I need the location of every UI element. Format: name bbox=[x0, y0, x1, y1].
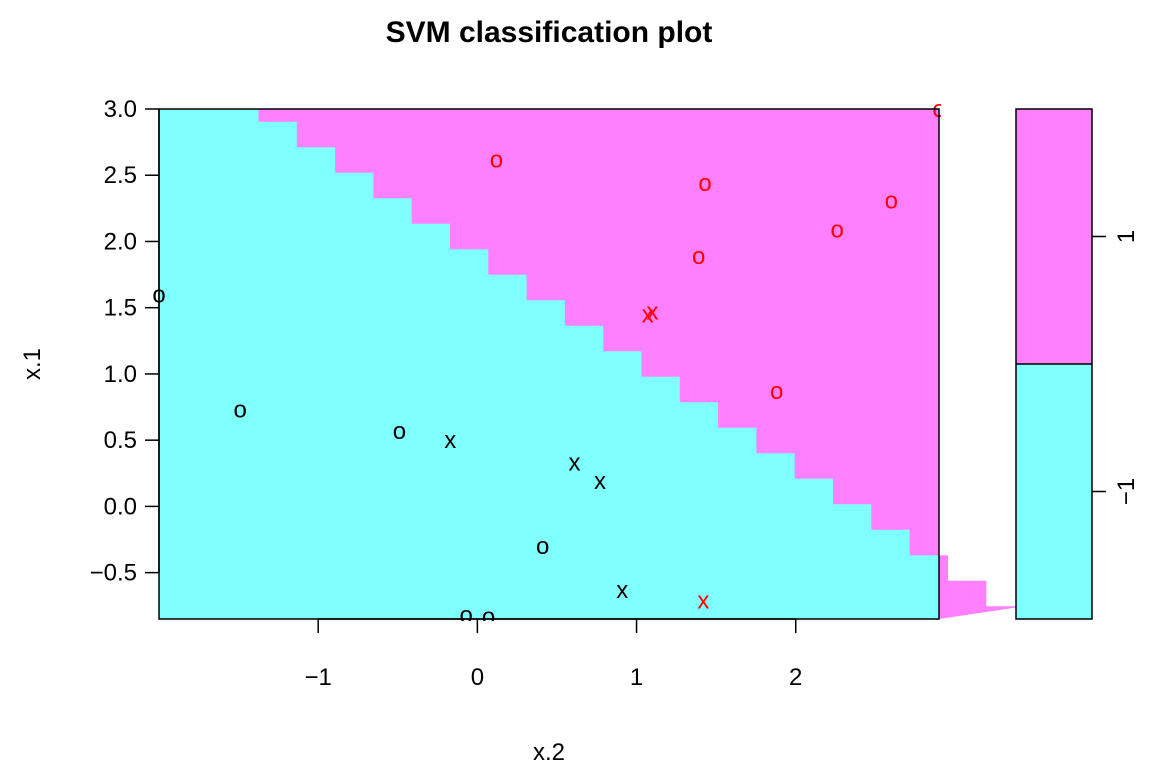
data-point: o bbox=[482, 603, 495, 630]
data-point: o bbox=[234, 397, 247, 424]
x-axis: −1 0 1 2 bbox=[304, 618, 802, 691]
data-point: x bbox=[697, 587, 709, 614]
y-tick-label: 3.0 bbox=[104, 96, 137, 123]
legend-label: −1 bbox=[1113, 478, 1140, 505]
data-point: o bbox=[830, 217, 843, 244]
y-tick-label: 2.5 bbox=[104, 162, 137, 189]
y-tick-label: −0.5 bbox=[90, 560, 137, 587]
data-point: x bbox=[646, 299, 658, 326]
data-point: o bbox=[698, 170, 711, 197]
data-point: x bbox=[568, 450, 580, 477]
y-tick-label: 1.5 bbox=[104, 295, 137, 322]
data-point: x bbox=[642, 301, 654, 328]
data-point: o bbox=[770, 378, 783, 405]
legend-swatch-positive bbox=[1016, 109, 1092, 364]
data-point: o bbox=[536, 533, 549, 560]
data-point: o bbox=[460, 602, 473, 629]
x-tick-label: 1 bbox=[630, 664, 643, 691]
data-point: x bbox=[616, 577, 628, 604]
x-tick-label: 2 bbox=[789, 664, 802, 691]
y-tick-label: 2.0 bbox=[104, 228, 137, 255]
y-tick-label: 0.0 bbox=[104, 493, 137, 520]
data-point: o bbox=[490, 146, 503, 173]
x-tick-label: −1 bbox=[304, 664, 331, 691]
legend-swatch-negative bbox=[1016, 364, 1092, 619]
class-region-positive bbox=[258, 109, 1025, 619]
y-axis: −0.5 0.0 0.5 1.0 1.5 2.0 2.5 3.0 bbox=[90, 96, 160, 587]
y-axis-label: x.1 bbox=[19, 348, 46, 380]
legend-frame bbox=[1015, 108, 1093, 620]
data-point: x bbox=[594, 468, 606, 495]
legend-label: 1 bbox=[1113, 230, 1140, 243]
data-point: o bbox=[393, 418, 406, 445]
legend-colorbar: 1 −1 bbox=[1015, 108, 1140, 620]
data-point: x bbox=[444, 427, 456, 454]
y-tick-label: 0.5 bbox=[104, 427, 137, 454]
x-tick-label: 0 bbox=[471, 664, 484, 691]
chart-title: SVM classification plot bbox=[386, 16, 713, 49]
data-point: o bbox=[932, 96, 945, 123]
x-axis-label: x.2 bbox=[533, 739, 565, 766]
data-point: o bbox=[885, 187, 898, 214]
data-point: o bbox=[692, 243, 705, 270]
y-tick-label: 1.0 bbox=[104, 361, 137, 388]
